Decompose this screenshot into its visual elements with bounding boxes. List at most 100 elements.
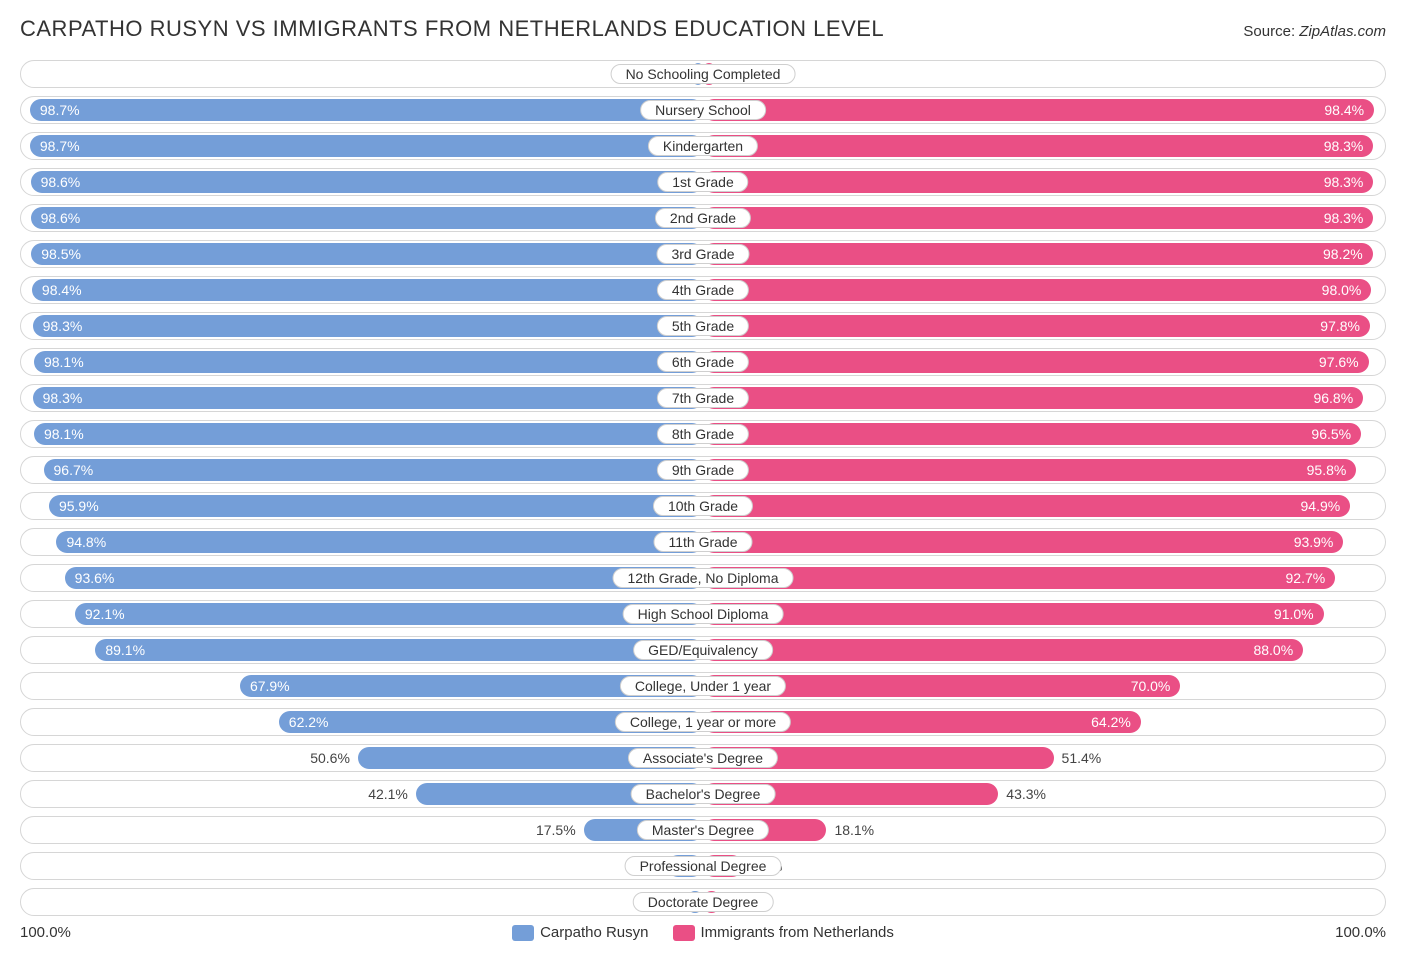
chart-row: 98.3% 97.8% 5th Grade [20, 312, 1386, 340]
bar-left-value: 98.6% [41, 210, 81, 226]
bar-left: 98.6% [31, 207, 703, 229]
bar-right-value: 43.3% [1006, 786, 1046, 802]
chart-row: 42.1%43.3%Bachelor's Degree [20, 780, 1386, 808]
bar-left-value: 98.7% [40, 102, 80, 118]
chart-row: 98.6% 98.3% 1st Grade [20, 168, 1386, 196]
chart-row: 98.6%98.3%2nd Grade [20, 204, 1386, 232]
source-name: ZipAtlas.com [1299, 23, 1386, 40]
chart-row: 2.3%2.5%Doctorate Degree [20, 888, 1386, 916]
bar-left-value: 98.1% [44, 426, 84, 442]
bar-right-value: 91.0% [1274, 606, 1314, 622]
bar-left: 98.4% [32, 279, 703, 301]
diverging-bar-chart: 1.4%1.7%No Schooling Completed 98.7% 98.4%… [20, 60, 1386, 916]
bar-left: 92.1% [75, 603, 703, 625]
chart-header: CARPATHO RUSYN VS IMMIGRANTS FROM NETHER… [20, 16, 1386, 42]
bar-left-value: 98.5% [41, 246, 81, 262]
chart-row: 98.1% 96.5%8th Grade [20, 420, 1386, 448]
bar-right-value: 98.4% [1324, 102, 1364, 118]
category-label: Master's Degree [637, 820, 769, 840]
bar-left: 98.6% [31, 171, 703, 193]
bar-left: 98.7% [30, 135, 703, 157]
category-label: 7th Grade [657, 388, 749, 408]
bar-left-value: 17.5% [536, 822, 576, 838]
bar-left: 98.5% [31, 243, 703, 265]
bar-left-value: 93.6% [75, 570, 115, 586]
chart-source: Source: ZipAtlas.com [1243, 23, 1386, 40]
chart-title: CARPATHO RUSYN VS IMMIGRANTS FROM NETHER… [20, 16, 884, 42]
bar-left-value: 98.1% [44, 354, 84, 370]
bar-right: 98.3% [703, 207, 1373, 229]
chart-row: 1.4%1.7%No Schooling Completed [20, 60, 1386, 88]
chart-row: 89.1% 88.0% GED/Equivalency [20, 636, 1386, 664]
bar-left: 98.3% [33, 315, 703, 337]
legend-label-left: Carpatho Rusyn [540, 924, 648, 941]
category-label: 3rd Grade [656, 244, 749, 264]
bar-right-value: 88.0% [1253, 642, 1293, 658]
bar-left-value: 98.3% [43, 390, 83, 406]
legend-swatch-left [512, 925, 534, 941]
chart-row: 98.4% 98.0% 4th Grade [20, 276, 1386, 304]
bar-right: 93.9% [703, 531, 1343, 553]
chart-row: 17.5% 18.1% Master's Degree [20, 816, 1386, 844]
bar-right-value: 97.6% [1319, 354, 1359, 370]
category-label: 8th Grade [657, 424, 749, 444]
bar-right: 91.0% [703, 603, 1324, 625]
chart-row: 50.6%51.4%Associate's Degree [20, 744, 1386, 772]
category-label: No Schooling Completed [611, 64, 796, 84]
bar-right-value: 51.4% [1062, 750, 1102, 766]
bar-right-value: 98.2% [1323, 246, 1363, 262]
bar-right: 96.5% [703, 423, 1361, 445]
legend-label-right: Immigrants from Netherlands [701, 924, 894, 941]
bar-right: 94.9% [703, 495, 1350, 517]
bar-left-value: 98.3% [43, 318, 83, 334]
bar-right-value: 95.8% [1307, 462, 1347, 478]
bar-right-value: 98.3% [1324, 138, 1364, 154]
category-label: Doctorate Degree [633, 892, 774, 912]
bar-right-value: 98.0% [1322, 282, 1362, 298]
bar-right: 98.2% [703, 243, 1373, 265]
bar-left-value: 89.1% [105, 642, 145, 658]
category-label: Kindergarten [648, 136, 758, 156]
category-label: 4th Grade [657, 280, 749, 300]
chart-row: 98.7% 98.3% Kindergarten [20, 132, 1386, 160]
bar-left-value: 92.1% [85, 606, 125, 622]
bar-right: 97.6% [703, 351, 1369, 373]
bar-right-value: 96.8% [1313, 390, 1353, 406]
chart-row: 93.6% 92.7%12th Grade, No Diploma [20, 564, 1386, 592]
bar-left: 94.8% [56, 531, 703, 553]
chart-row: 62.2%64.2%College, 1 year or more [20, 708, 1386, 736]
category-label: 5th Grade [657, 316, 749, 336]
bar-right-value: 64.2% [1091, 714, 1131, 730]
bar-left-value: 94.8% [66, 534, 106, 550]
axis-left-max: 100.0% [20, 924, 71, 941]
chart-row: 95.9%94.9%10th Grade [20, 492, 1386, 520]
category-label: 12th Grade, No Diploma [613, 568, 794, 588]
legend: Carpatho Rusyn Immigrants from Netherlan… [71, 924, 1335, 941]
category-label: 1st Grade [657, 172, 748, 192]
chart-row: 67.9%70.0%College, Under 1 year [20, 672, 1386, 700]
chart-row: 98.7% 98.4% Nursery School [20, 96, 1386, 124]
bar-right-value: 98.3% [1324, 210, 1364, 226]
chart-footer: 100.0% Carpatho Rusyn Immigrants from Ne… [20, 924, 1386, 941]
bar-left: 98.3% [33, 387, 703, 409]
category-label: Professional Degree [625, 856, 782, 876]
bar-right-value: 93.9% [1294, 534, 1334, 550]
category-label: GED/Equivalency [633, 640, 773, 660]
bar-right-value: 98.3% [1324, 174, 1364, 190]
category-label: 11th Grade [653, 532, 752, 552]
chart-row: 94.8% 93.9% 11th Grade [20, 528, 1386, 556]
bar-right-value: 18.1% [834, 822, 874, 838]
bar-right: 96.8% [703, 387, 1363, 409]
bar-right: 98.3% [703, 171, 1373, 193]
bar-left: 95.9% [49, 495, 703, 517]
bar-right-value: 97.8% [1320, 318, 1360, 334]
bar-left-value: 50.6% [310, 750, 350, 766]
bar-right: 92.7% [703, 567, 1335, 589]
category-label: Nursery School [640, 100, 766, 120]
category-label: Bachelor's Degree [631, 784, 776, 804]
bar-left: 93.6% [65, 567, 703, 589]
category-label: 6th Grade [657, 352, 749, 372]
legend-swatch-right [673, 925, 695, 941]
bar-left-value: 98.6% [41, 174, 81, 190]
bar-left: 98.1% [34, 423, 703, 445]
